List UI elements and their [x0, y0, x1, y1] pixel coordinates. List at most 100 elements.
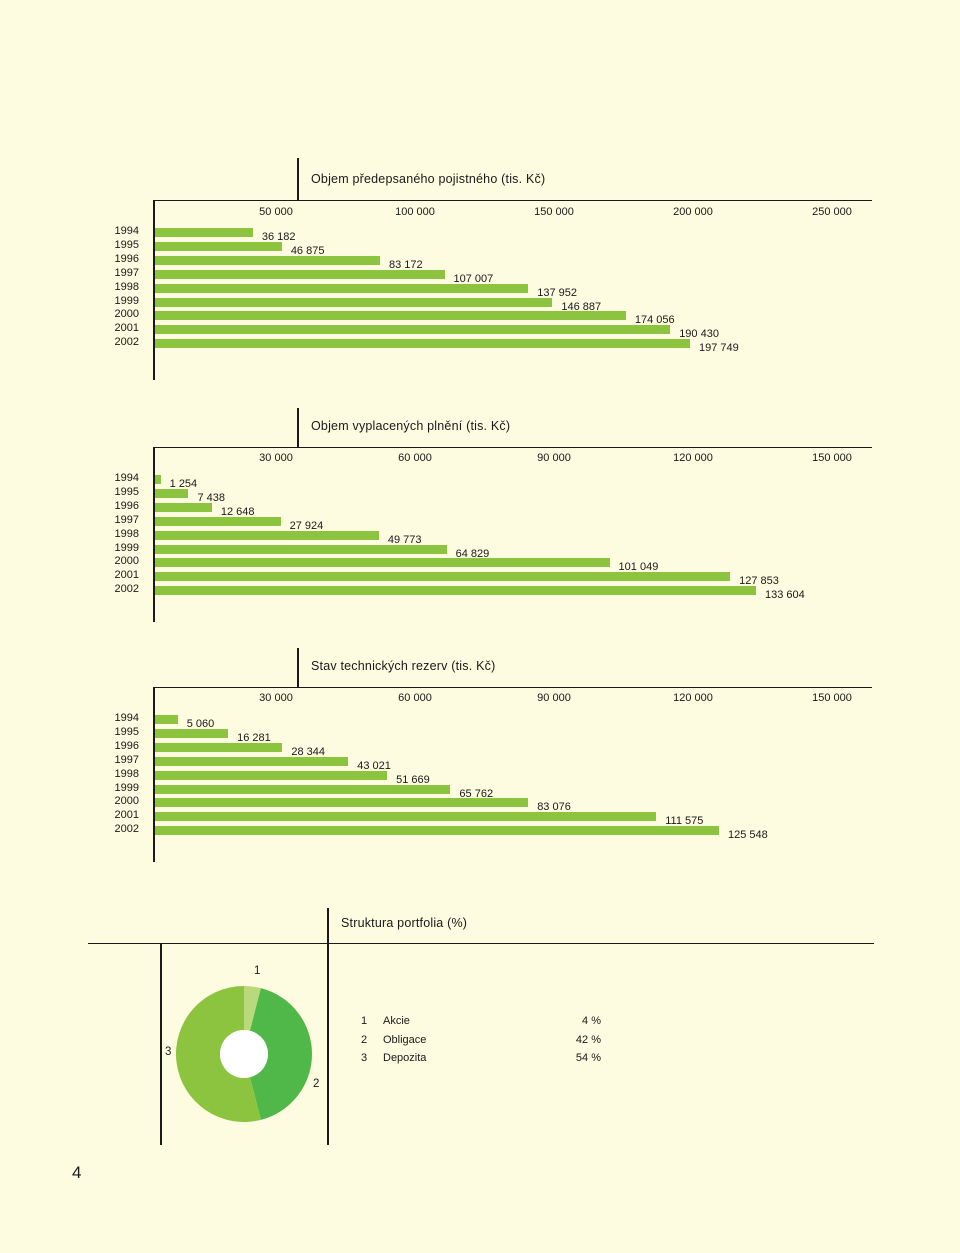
x-tick-label: 100 000 [395, 206, 435, 218]
y-category-label: 2000 [114, 795, 139, 808]
y-category-label: 1998 [114, 280, 139, 293]
bar [155, 798, 529, 808]
y-category-label: 2002 [114, 823, 139, 836]
bar-value-label: 133 604 [765, 589, 805, 602]
y-axis-line [153, 447, 155, 622]
donut-hole [220, 1030, 268, 1078]
x-tick-label: 50 000 [259, 206, 293, 218]
y-category-label: 1999 [114, 781, 139, 794]
bar-value-label: 197 749 [699, 342, 739, 355]
bar [155, 812, 657, 822]
bar-value-label: 174 056 [634, 314, 675, 327]
x-tick-label: 60 000 [398, 452, 432, 464]
y-category-label: 1996 [114, 499, 139, 512]
legend-number: 3 [361, 1052, 368, 1064]
pie-slice [244, 986, 261, 1031]
bar [155, 241, 282, 251]
bar [155, 770, 388, 780]
x-tick-label: 150 000 [534, 206, 574, 218]
bar-value-label: 43 021 [357, 759, 391, 772]
y-category-label: 1999 [114, 541, 139, 554]
bar-value-label: 111 575 [665, 815, 704, 828]
title-divider-line [327, 908, 329, 1145]
x-tick-label: 150 000 [812, 452, 852, 464]
x-tick-label: 250 000 [812, 206, 852, 218]
bar-value-label: 137 952 [537, 286, 577, 299]
legend-row: 1 Akcie 4 % [361, 1015, 621, 1029]
legend-number: 2 [361, 1033, 368, 1046]
legend-percent: 54 % [575, 1052, 601, 1064]
pie-slice [176, 986, 261, 1122]
y-category-label: 2002 [114, 583, 139, 596]
chart-title: Objem předepsaného pojistného (tis. Kč) [311, 172, 546, 186]
y-category-label: 1998 [114, 527, 139, 540]
bar-value-label: 27 924 [289, 519, 324, 532]
legend-label: Depozita [383, 1052, 427, 1064]
bar [155, 228, 253, 237]
bar [155, 728, 229, 738]
y-category-label: 2000 [114, 308, 139, 321]
bar [155, 255, 381, 265]
x-tick-label: 60 000 [398, 692, 432, 704]
bar [155, 339, 690, 349]
bar [155, 530, 379, 540]
y-category-label: 1996 [114, 252, 139, 265]
x-tick-label: 90 000 [537, 692, 571, 704]
bar-value-label: 125 548 [728, 829, 768, 842]
y-category-label: 1997 [114, 513, 139, 526]
legend-row: 2 Obligace 42 % [361, 1034, 621, 1048]
bar [155, 297, 553, 307]
bar [155, 502, 212, 512]
legend-label: Obligace [383, 1033, 427, 1046]
bar [155, 311, 626, 321]
x-tick-label: 200 000 [673, 206, 713, 218]
y-category-label: 1995 [114, 725, 139, 738]
page-number: 4 [72, 1163, 82, 1182]
bar [155, 488, 189, 498]
bar-value-label: 101 049 [618, 561, 659, 574]
y-category-label: 1995 [114, 238, 139, 251]
bar-value-label: 127 853 [739, 575, 779, 588]
bar-value-label: 1 254 [169, 478, 198, 490]
y-category-label: 1998 [114, 767, 139, 780]
bar-value-label: 146 887 [561, 300, 602, 313]
bar [155, 269, 445, 279]
legend-row: 3 Depozita 54 % [361, 1052, 621, 1066]
bar [155, 756, 349, 766]
y-category-label: 2001 [114, 809, 139, 822]
title-divider-line [297, 648, 299, 687]
y-category-label: 1995 [114, 485, 139, 498]
bar-value-label: 64 829 [455, 547, 490, 560]
chart-title: Objem vyplacených plnění (tis. Kč) [311, 419, 511, 433]
chart-header-rule [153, 200, 872, 201]
y-category-label: 1997 [114, 266, 139, 279]
x-tick-label: 120 000 [673, 452, 713, 464]
bar-value-label: 65 762 [459, 787, 494, 800]
bar-value-label: 16 281 [237, 731, 271, 744]
bar-value-label: 51 669 [396, 773, 430, 786]
y-category-label: 1997 [114, 753, 139, 766]
bar-value-label: 5 060 [186, 718, 215, 730]
y-axis-line [153, 687, 155, 862]
bar [155, 283, 529, 293]
bar-value-label: 7 438 [197, 491, 225, 504]
legend-percent: 42 % [575, 1033, 601, 1046]
x-tick-label: 30 000 [259, 452, 293, 464]
y-category-label: 1994 [114, 712, 139, 724]
y-category-label: 2002 [114, 336, 139, 349]
bar [155, 742, 283, 752]
chart-header-rule [88, 943, 874, 944]
bar-value-label: 107 007 [453, 272, 494, 285]
y-category-label: 2000 [114, 555, 139, 568]
title-divider-line [297, 408, 299, 447]
pie-slice-number: 1 [254, 965, 261, 977]
chart-header-rule [153, 447, 872, 448]
chart-header-rule [153, 687, 872, 688]
y-axis-line [153, 200, 155, 380]
bar-value-label: 83 076 [537, 801, 571, 814]
bar-value-label: 12 648 [220, 505, 255, 518]
bar [155, 715, 178, 724]
chart-title: Stav technických rezerv (tis. Kč) [311, 659, 496, 673]
bar-value-label: 36 182 [261, 231, 296, 243]
bar-value-label: 28 344 [291, 745, 325, 758]
